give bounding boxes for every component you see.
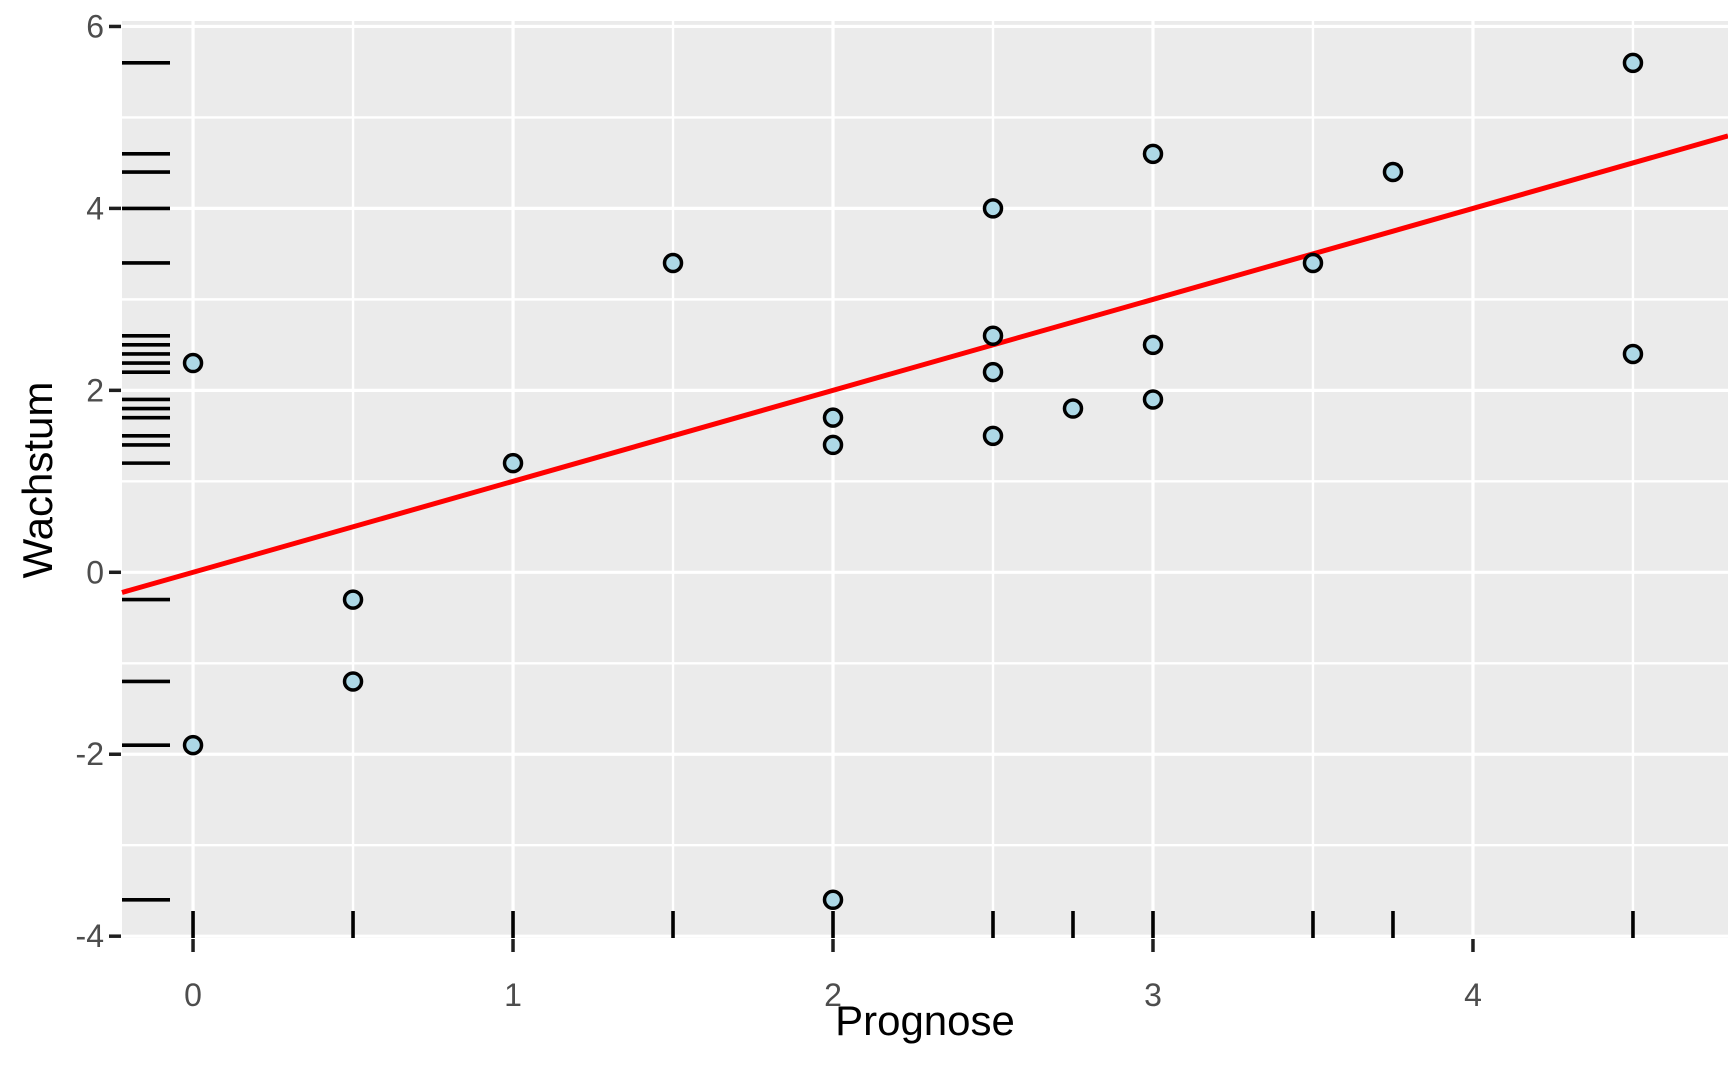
major-gridlines xyxy=(122,21,1728,938)
y-tick-label: 6 xyxy=(86,8,104,44)
data-point xyxy=(822,407,844,428)
data-point xyxy=(822,434,844,456)
y-tick-label: -2 xyxy=(76,736,104,772)
data-point xyxy=(1142,389,1164,410)
data-point xyxy=(982,198,1004,219)
data-points-layer xyxy=(182,52,1644,911)
x-tick-label: 1 xyxy=(504,977,522,1013)
axis-ticks-layer xyxy=(109,24,1475,952)
x-tick-label: 4 xyxy=(1464,977,1482,1013)
x-tick-label: 2 xyxy=(824,977,842,1013)
x-axis-title: Prognose xyxy=(835,997,1015,1044)
minor-gridlines xyxy=(122,21,1728,938)
y-tick-label: -4 xyxy=(76,918,104,954)
data-point xyxy=(982,361,1004,383)
data-point xyxy=(342,671,364,692)
data-point xyxy=(1062,398,1084,419)
data-point xyxy=(1302,252,1324,274)
tick-labels-layer: 0 1 2 3 4 6 4 2 0 -2 -4 xyxy=(76,8,1482,1013)
plot-panel xyxy=(122,21,1728,938)
data-point xyxy=(182,734,204,756)
y-axis-title: Wachstum xyxy=(14,381,61,579)
data-point xyxy=(822,889,844,911)
data-point xyxy=(1142,334,1164,356)
x-tick-label: 0 xyxy=(184,977,202,1013)
data-point xyxy=(982,425,1004,447)
y-tick-label: 2 xyxy=(86,372,104,408)
y-tick-label: 4 xyxy=(86,190,104,226)
data-point xyxy=(662,252,684,274)
data-point xyxy=(1142,143,1164,165)
regression-line-layer xyxy=(121,133,1728,595)
data-point xyxy=(502,452,524,474)
data-point xyxy=(1622,52,1644,74)
data-point xyxy=(1622,343,1644,365)
regression-line xyxy=(121,133,1728,595)
y-tick-label: 0 xyxy=(86,554,104,590)
x-tick-label: 3 xyxy=(1144,977,1162,1013)
panel-background xyxy=(122,21,1728,938)
data-point xyxy=(982,325,1004,347)
data-point xyxy=(1382,161,1404,183)
data-point xyxy=(342,589,364,610)
rug-marks xyxy=(122,61,1635,938)
data-point xyxy=(182,352,204,374)
